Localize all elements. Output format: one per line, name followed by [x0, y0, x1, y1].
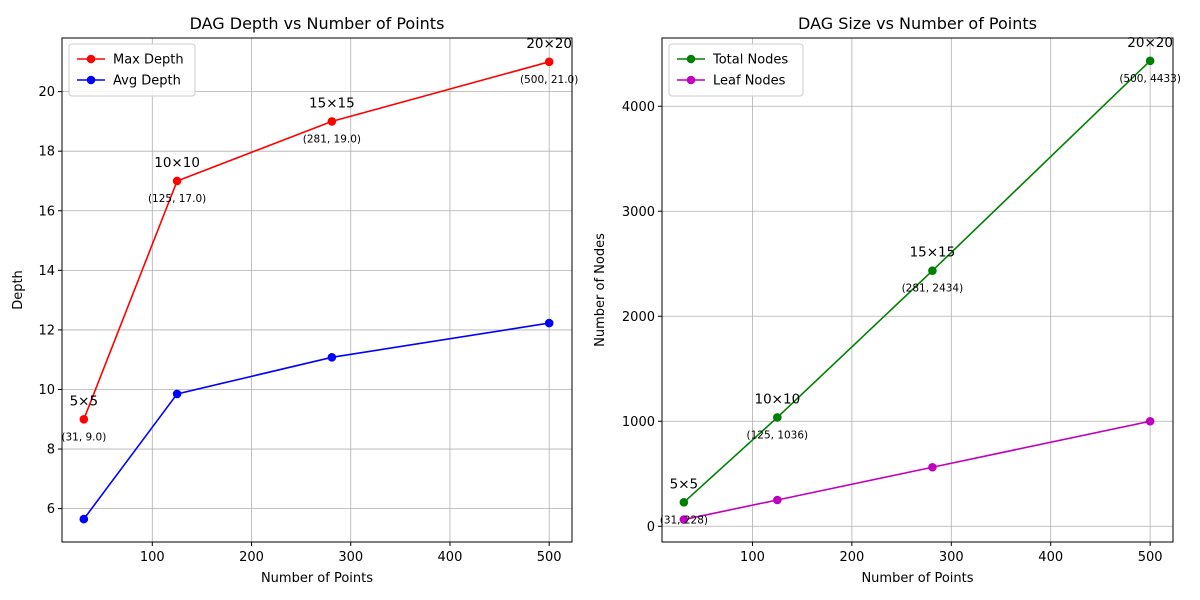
data-point	[1145, 56, 1155, 66]
y-tick-label: 1000	[622, 415, 655, 430]
legend-label: Avg Depth	[113, 74, 181, 89]
grid-size-annotation: 15×15	[309, 95, 355, 111]
x-tick-label: 400	[438, 550, 463, 565]
y-tick-label: 6	[47, 502, 55, 517]
point-annotation: (31, 228)	[660, 514, 708, 526]
y-axis-label: Depth	[11, 270, 26, 310]
data-point	[773, 413, 782, 422]
point-annotation: (31, 9.0)	[61, 431, 106, 443]
y-axis-label: Number of Nodes	[593, 233, 608, 347]
x-tick-label: 200	[839, 550, 864, 565]
data-point	[544, 57, 554, 67]
size-chart: DAG Size vs Number of Points Number of Po…	[593, 14, 1181, 586]
data-point	[327, 117, 337, 126]
x-tick-label: 500	[1138, 550, 1163, 565]
series-line	[83, 322, 550, 520]
series-line	[83, 61, 550, 420]
legend-marker	[86, 75, 96, 85]
x-axis-label: Number of Points	[861, 571, 973, 586]
x-tick-label: 300	[939, 550, 964, 565]
grid-size-annotation: 10×10	[754, 391, 800, 407]
point-annotation: (281, 2434)	[902, 283, 964, 295]
x-tick-label: 300	[338, 550, 363, 565]
data-point	[79, 414, 89, 424]
point-annotation: (500, 4433)	[1119, 73, 1181, 85]
legend-box	[68, 43, 196, 97]
y-tick-label: 2000	[622, 310, 655, 325]
legend-label: Total Nodes	[712, 53, 788, 68]
point-annotation: (281, 19.0)	[303, 133, 361, 145]
x-axis-label: Number of Points	[261, 571, 373, 586]
x-tick-label: 100	[740, 550, 765, 565]
y-tick-label: 18	[38, 145, 55, 160]
series-line	[683, 60, 1151, 503]
series-line	[683, 420, 1151, 521]
grid-size-annotation: 10×10	[154, 155, 200, 171]
data-point	[172, 176, 182, 186]
legend-marker	[686, 75, 696, 85]
chart-title: DAG Size vs Number of Points	[798, 14, 1037, 33]
grid-size-annotation: 5×5	[670, 476, 699, 492]
grid-size-annotation: 20×20	[1127, 35, 1173, 51]
data-point	[544, 318, 554, 328]
y-tick-label: 16	[38, 204, 55, 219]
x-tick-label: 500	[537, 550, 562, 565]
y-tick-label: 12	[38, 323, 55, 338]
data-point	[773, 495, 782, 505]
y-tick-label: 8	[47, 443, 55, 458]
y-tick-label: 14	[38, 264, 55, 279]
legend-marker	[86, 54, 96, 64]
legend-label: Max Depth	[113, 53, 184, 68]
legend-marker	[686, 54, 696, 64]
legend-label: Leaf Nodes	[713, 74, 786, 89]
data-point	[928, 462, 937, 472]
point-annotation: (125, 17.0)	[148, 193, 206, 205]
data-point	[1145, 416, 1155, 426]
y-tick-label: 3000	[622, 205, 655, 220]
data-point	[327, 353, 337, 362]
legend-box	[668, 43, 804, 97]
depth-chart: DAG Depth vs Number of Points Number of P…	[11, 14, 578, 586]
point-annotation: (125, 1036)	[747, 429, 809, 441]
data-point	[79, 514, 89, 524]
y-tick-label: 0	[647, 520, 655, 535]
point-annotation: (500, 21.0)	[520, 74, 578, 86]
data-point	[172, 389, 182, 399]
data-point	[679, 498, 689, 507]
chart-title: DAG Depth vs Number of Points	[190, 14, 445, 33]
data-point	[928, 266, 937, 275]
x-tick-label: 400	[1038, 550, 1063, 565]
y-tick-label: 10	[38, 383, 55, 398]
plot-frame	[61, 37, 573, 543]
plot-frame	[661, 37, 1174, 543]
x-tick-label: 100	[140, 550, 165, 565]
grid-size-annotation: 5×5	[70, 393, 99, 409]
grid-size-annotation: 15×15	[910, 245, 956, 261]
grid-size-annotation: 20×20	[526, 36, 572, 52]
y-tick-label: 20	[38, 85, 55, 100]
x-tick-label: 200	[239, 550, 264, 565]
y-tick-label: 4000	[622, 100, 655, 115]
data-point	[679, 515, 689, 524]
